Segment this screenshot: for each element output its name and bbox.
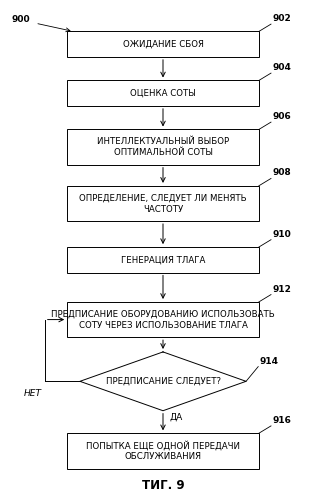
- Text: ПРЕДПИСАНИЕ ОБОРУДОВАНИЮ ИСПОЛЬЗОВАТЬ
СОТУ ЧЕРЕЗ ИСПОЛЬЗОВАНИЕ ΤЛАГА: ПРЕДПИСАНИЕ ОБОРУДОВАНИЮ ИСПОЛЬЗОВАТЬ СО…: [51, 310, 275, 330]
- Text: 906: 906: [272, 112, 291, 121]
- Text: ОЖИДАНИЕ СБОЯ: ОЖИДАНИЕ СБОЯ: [123, 40, 203, 48]
- Text: 916: 916: [272, 416, 291, 425]
- Text: 912: 912: [272, 284, 291, 294]
- Text: ИНТЕЛЛЕКТУАЛЬНЫЙ ВЫБОР
ОПТИМАЛЬНОЙ СОТЫ: ИНТЕЛЛЕКТУАЛЬНЫЙ ВЫБОР ОПТИМАЛЬНОЙ СОТЫ: [97, 137, 229, 157]
- FancyBboxPatch shape: [67, 130, 259, 164]
- Text: 914: 914: [259, 356, 278, 366]
- FancyBboxPatch shape: [67, 302, 259, 337]
- Text: ПОПЫТКА ЕЩЕ ОДНОЙ ПЕРЕДАЧИ
ОБСЛУЖИВАНИЯ: ПОПЫТКА ЕЩЕ ОДНОЙ ПЕРЕДАЧИ ОБСЛУЖИВАНИЯ: [86, 440, 240, 462]
- Text: 908: 908: [272, 168, 291, 177]
- FancyBboxPatch shape: [67, 247, 259, 272]
- FancyBboxPatch shape: [67, 434, 259, 468]
- FancyBboxPatch shape: [67, 80, 259, 106]
- Text: ОЦЕНКА СОТЫ: ОЦЕНКА СОТЫ: [130, 88, 196, 98]
- Text: ГЕНЕРАЦИЯ ΤЛАГА: ГЕНЕРАЦИЯ ΤЛАГА: [121, 256, 205, 264]
- Text: 904: 904: [272, 63, 291, 72]
- Text: ΤИГ. 9: ΤИГ. 9: [142, 478, 184, 492]
- Text: 902: 902: [272, 14, 291, 23]
- Text: ОПРЕДЕЛЕНИЕ, СЛЕДУЕТ ЛИ МЕНЯТЬ
ЧАСТОТУ: ОПРЕДЕЛЕНИЕ, СЛЕДУЕТ ЛИ МЕНЯТЬ ЧАСТОТУ: [79, 194, 247, 214]
- Text: 900: 900: [11, 15, 30, 24]
- Text: ДА: ДА: [170, 412, 183, 422]
- Text: ПРЕДПИСАНИЕ СЛЕДУЕТ?: ПРЕДПИСАНИЕ СЛЕДУЕТ?: [106, 377, 220, 386]
- Text: НЕТ: НЕТ: [24, 388, 42, 398]
- FancyBboxPatch shape: [67, 32, 259, 57]
- Text: 910: 910: [272, 230, 291, 238]
- FancyBboxPatch shape: [67, 186, 259, 221]
